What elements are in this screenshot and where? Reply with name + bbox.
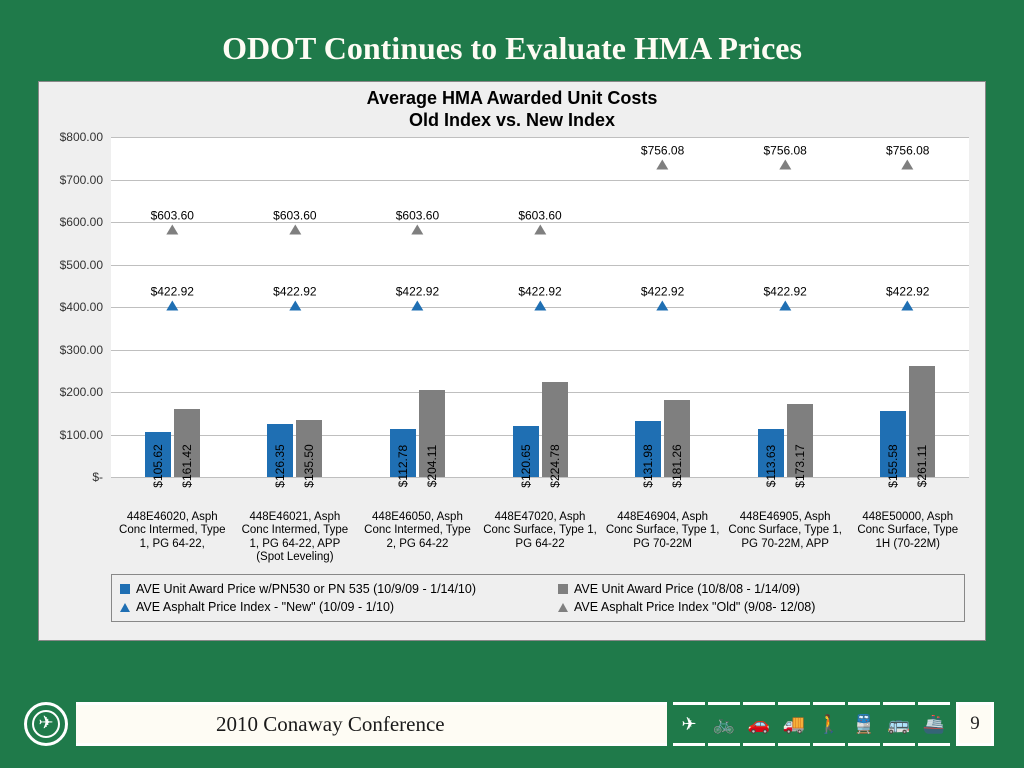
x-axis-label: 448E47020, Asph Conc Surface, Type 1, PG… (479, 507, 602, 564)
transport-icon: 🚌 (883, 702, 915, 746)
chart-title-line1: Average HMA Awarded Unit Costs (367, 88, 658, 108)
category: $603.60$422.92$126.35$135.50 (234, 137, 357, 477)
bar-label: $120.65 (519, 444, 533, 487)
legend-marker-new: AVE Asphalt Price Index - "New" (10/09 -… (120, 600, 518, 614)
category: $603.60$422.92$120.65$224.78 (479, 137, 602, 477)
legend-marker-old: AVE Asphalt Price Index "Old" (9/08- 12/… (558, 600, 956, 614)
x-axis-labels: 448E46020, Asph Conc Intermed, Type 1, P… (111, 507, 969, 564)
y-tick-label: $- (92, 470, 103, 484)
y-tick-label: $200.00 (60, 385, 103, 399)
page-number: 9 (956, 702, 994, 746)
y-tick-label: $800.00 (60, 130, 103, 144)
bar-label: $126.35 (273, 444, 287, 487)
bar-label: $131.98 (641, 444, 655, 487)
y-tick-label: $300.00 (60, 343, 103, 357)
transport-icon: 🚗 (743, 702, 775, 746)
legend-bar1-label: AVE Unit Award Price w/PN530 or PN 535 (… (136, 582, 476, 596)
bar-label: $105.62 (151, 444, 165, 487)
category: $756.08$422.92$155.58$261.11 (846, 137, 969, 477)
bar-label: $224.78 (548, 444, 562, 487)
bar-old-price: $261.11 (909, 366, 935, 477)
legend-marker-old-label: AVE Asphalt Price Index "Old" (9/08- 12/… (574, 600, 815, 614)
bar-new-price: $112.78 (390, 429, 416, 477)
x-axis-label: 448E46905, Asph Conc Surface, Type 1, PG… (724, 507, 847, 564)
bar-old-price: $224.78 (542, 382, 568, 478)
transport-icon: 🚢 (918, 702, 950, 746)
bar-new-price: $155.58 (880, 411, 906, 477)
y-tick-label: $600.00 (60, 215, 103, 229)
bar-new-price: $120.65 (513, 426, 539, 477)
transport-icon: 🚶 (813, 702, 845, 746)
bar-label: $261.11 (915, 445, 929, 488)
bar-old-price: $204.11 (419, 390, 445, 477)
slide-title: ODOT Continues to Evaluate HMA Prices (38, 30, 986, 67)
chart-title-line2: Old Index vs. New Index (409, 110, 615, 130)
legend: AVE Unit Award Price w/PN530 or PN 535 (… (111, 574, 965, 622)
bar-label: $112.78 (396, 445, 410, 488)
y-axis: $800.00$700.00$600.00$500.00$400.00$300.… (49, 137, 107, 477)
transport-icon: 🚲 (708, 702, 740, 746)
transport-icon: 🚚 (778, 702, 810, 746)
conference-name: 2010 Conaway Conference (76, 702, 667, 746)
legend-bar2-label: AVE Unit Award Price (10/8/08 - 1/14/09) (574, 582, 800, 596)
bar-label: $155.58 (886, 444, 900, 487)
bar-label: $135.50 (302, 444, 316, 487)
chart-container: Average HMA Awarded Unit Costs Old Index… (38, 81, 986, 641)
x-axis-label: 448E46021, Asph Conc Intermed, Type 1, P… (234, 507, 357, 564)
bar-label: $161.42 (180, 444, 194, 487)
category-groups: $603.60$422.92$105.62$161.42$603.60$422.… (111, 137, 969, 477)
bar-old-price: $181.26 (664, 400, 690, 477)
y-tick-label: $500.00 (60, 258, 103, 272)
bar-new-price: $113.63 (758, 429, 784, 477)
bar-old-price: $135.50 (296, 420, 322, 478)
category: $603.60$422.92$105.62$161.42 (111, 137, 234, 477)
bar-new-price: $131.98 (635, 421, 661, 477)
y-tick-label: $400.00 (60, 300, 103, 314)
odot-logo-icon: ✈ (24, 702, 68, 746)
x-axis-label: 448E46050, Asph Conc Intermed, Type 2, P… (356, 507, 479, 564)
bar-old-price: $173.17 (787, 404, 813, 478)
x-axis-label: 448E46020, Asph Conc Intermed, Type 1, P… (111, 507, 234, 564)
bar-label: $113.63 (764, 445, 778, 488)
bar-label: $204.11 (425, 445, 439, 488)
y-tick-label: $700.00 (60, 173, 103, 187)
footer: ✈ 2010 Conaway Conference ✈🚲🚗🚚🚶🚆🚌🚢 9 (0, 702, 1024, 746)
x-axis-label: 448E46904, Asph Conc Surface, Type 1, PG… (601, 507, 724, 564)
legend-bar1: AVE Unit Award Price w/PN530 or PN 535 (… (120, 582, 518, 596)
transport-icon: 🚆 (848, 702, 880, 746)
category: $603.60$422.92$112.78$204.11 (356, 137, 479, 477)
bar-label: $181.26 (670, 444, 684, 487)
transport-icons: ✈🚲🚗🚚🚶🚆🚌🚢 (673, 702, 950, 746)
bar-old-price: $161.42 (174, 409, 200, 478)
bar-label: $173.17 (793, 444, 807, 487)
bar-new-price: $126.35 (267, 424, 293, 478)
transport-icon: ✈ (673, 702, 705, 746)
x-axis-label: 448E50000, Asph Conc Surface, Type 1H (7… (846, 507, 969, 564)
y-tick-label: $100.00 (60, 428, 103, 442)
chart-title: Average HMA Awarded Unit Costs Old Index… (49, 88, 975, 131)
bar-new-price: $105.62 (145, 432, 171, 477)
category: $756.08$422.92$131.98$181.26 (601, 137, 724, 477)
legend-bar2: AVE Unit Award Price (10/8/08 - 1/14/09) (558, 582, 956, 596)
category: $756.08$422.92$113.63$173.17 (724, 137, 847, 477)
legend-marker-new-label: AVE Asphalt Price Index - "New" (10/09 -… (136, 600, 394, 614)
